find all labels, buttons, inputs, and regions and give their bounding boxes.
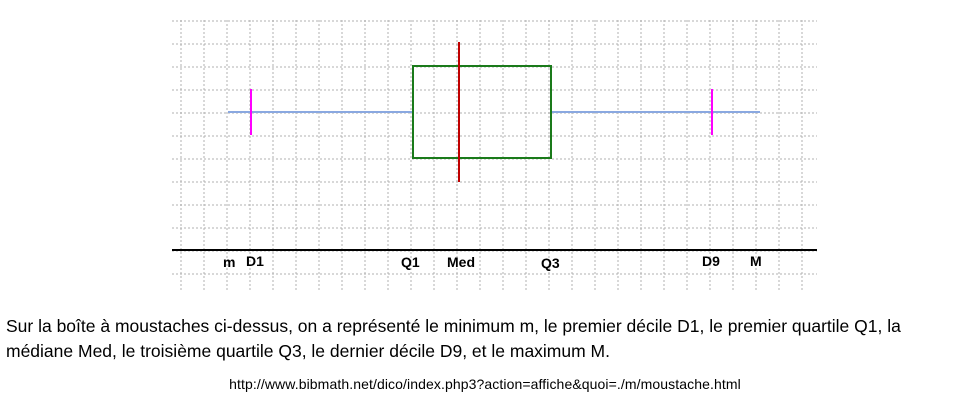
label-minimum: m bbox=[223, 254, 235, 270]
boxplot-figure: m D1 Q1 Med Q3 D9 M bbox=[172, 20, 817, 290]
label-last-decile: D9 bbox=[702, 253, 720, 269]
label-first-decile: D1 bbox=[246, 253, 264, 269]
label-median: Med bbox=[447, 254, 475, 270]
interquartile-box bbox=[412, 65, 552, 159]
label-third-quartile: Q3 bbox=[541, 255, 560, 271]
label-maximum: M bbox=[750, 253, 762, 269]
label-first-quartile: Q1 bbox=[401, 254, 420, 270]
source-url: http://www.bibmath.net/dico/index.php3?a… bbox=[229, 376, 741, 392]
caption-text: Sur la boîte à moustaches ci-dessus, on … bbox=[6, 316, 901, 361]
